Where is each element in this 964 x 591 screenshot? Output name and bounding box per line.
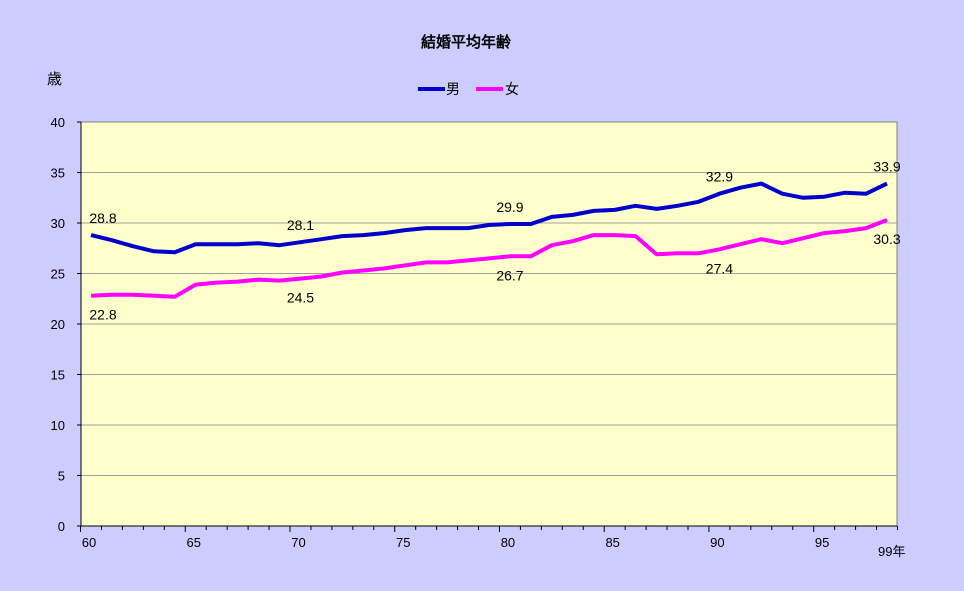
data-label: 29.9: [496, 199, 523, 215]
axes: 0 5 10 15 20 25 30 35 40 60 65 70 75 80 85 90 95: [51, 115, 898, 550]
legend-label-men: 男: [446, 82, 460, 98]
y-tick-label: 35: [51, 166, 65, 181]
x-tick-label: 70: [291, 535, 305, 550]
chart-title: 結婚平均年齢: [421, 33, 512, 51]
y-tick-label: 0: [58, 519, 65, 534]
x-tick-label: 80: [501, 535, 515, 550]
data-label: 26.7: [496, 267, 523, 283]
series: [90, 181, 888, 299]
x-tick-label: 60: [82, 535, 96, 550]
data-label: 32.9: [706, 169, 733, 185]
y-tick-label: 25: [51, 267, 65, 282]
y-tick-label: 40: [51, 115, 65, 130]
x-tick-label: 85: [605, 535, 619, 550]
legend: 男 女: [418, 81, 519, 98]
y-tick-label: 5: [58, 469, 65, 484]
y-axis-unit: 歳: [47, 70, 62, 88]
x-tick-label: 65: [187, 535, 201, 550]
series-line-women: [90, 218, 888, 299]
y-tick-label: 30: [51, 216, 65, 231]
data-label: 28.8: [89, 210, 116, 226]
data-label: 27.4: [706, 260, 733, 276]
x-tick-label: 90: [710, 535, 724, 550]
series-line-men: [90, 181, 888, 255]
y-tick-label: 10: [51, 418, 65, 433]
y-tick-label: 20: [51, 317, 65, 332]
x-axis-unit: 99年: [878, 544, 905, 559]
data-label: 24.5: [287, 290, 314, 306]
x-tick-label: 95: [815, 535, 829, 550]
data-labels: 28.8 28.1 29.9 32.9 33.9 22.8 24.5 26.7 27.4 30.3: [89, 159, 900, 323]
data-label: 22.8: [89, 307, 116, 323]
y-tick-label: 15: [51, 368, 65, 383]
data-label: 28.1: [287, 217, 314, 233]
data-label: 33.9: [873, 159, 900, 175]
data-label: 30.3: [873, 231, 900, 247]
x-tick-label: 75: [396, 535, 410, 550]
legend-label-women: 女: [505, 81, 519, 98]
